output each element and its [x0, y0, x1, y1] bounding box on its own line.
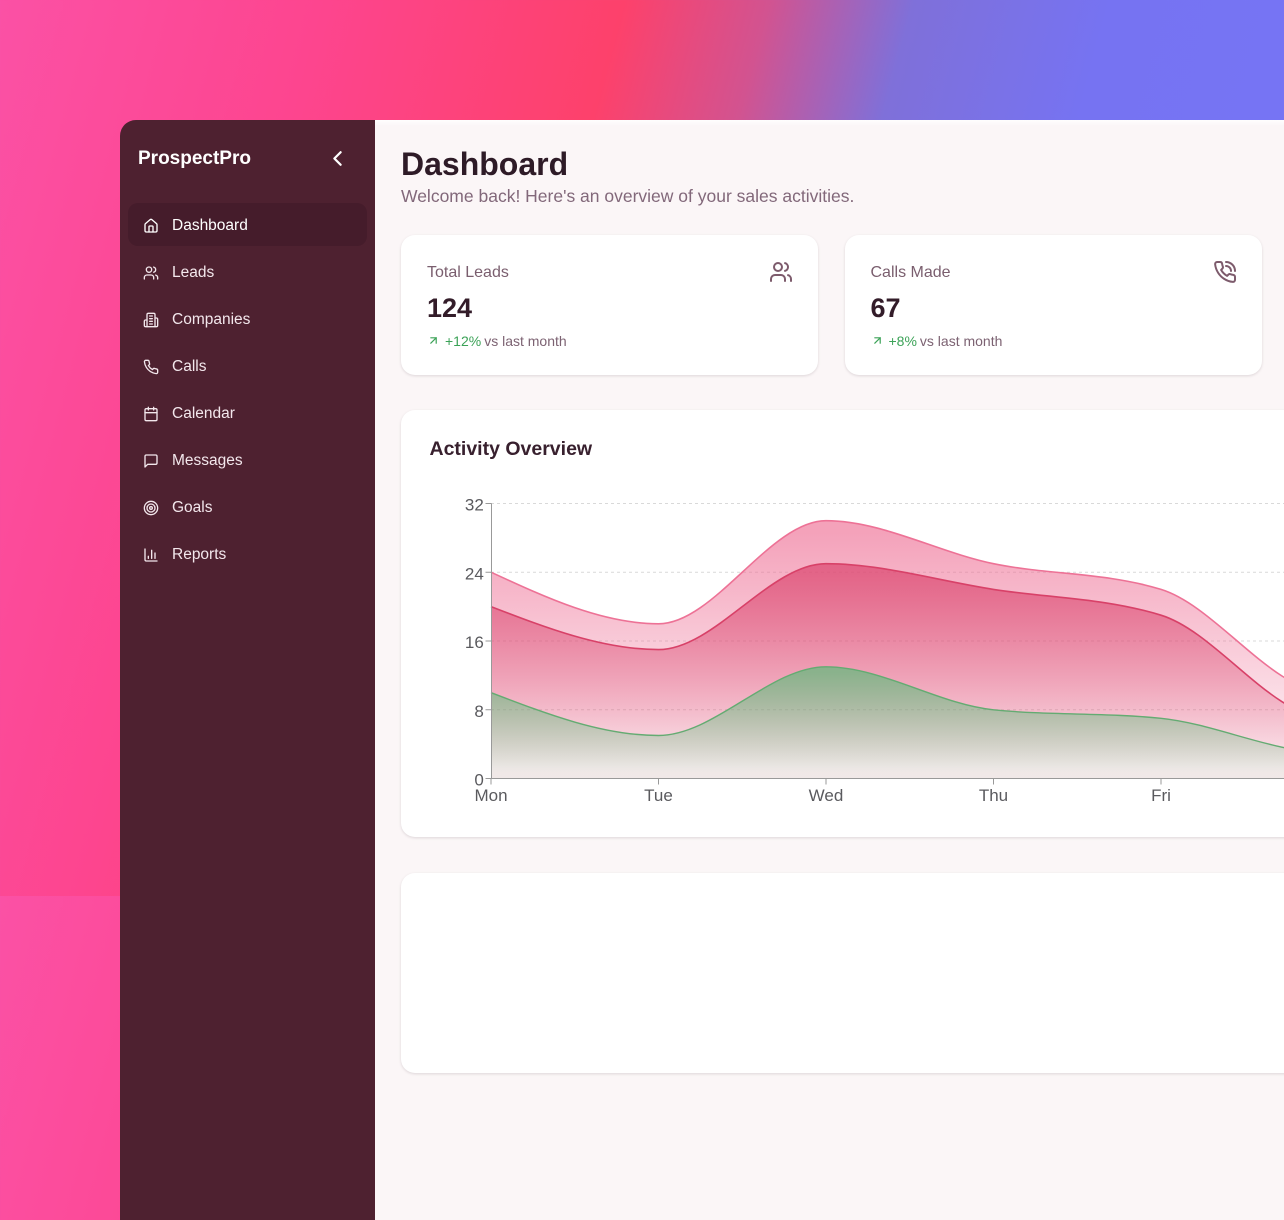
svg-text:Fri: Fri: [1151, 786, 1171, 805]
svg-text:Thu: Thu: [979, 786, 1008, 805]
svg-text:32: 32: [465, 495, 484, 514]
svg-text:16: 16: [465, 633, 484, 652]
svg-text:24: 24: [465, 564, 484, 583]
svg-text:8: 8: [474, 702, 483, 721]
svg-text:Mon: Mon: [474, 786, 507, 805]
svg-text:0: 0: [474, 770, 483, 789]
svg-text:Tue: Tue: [644, 786, 673, 805]
svg-text:Wed: Wed: [809, 786, 844, 805]
